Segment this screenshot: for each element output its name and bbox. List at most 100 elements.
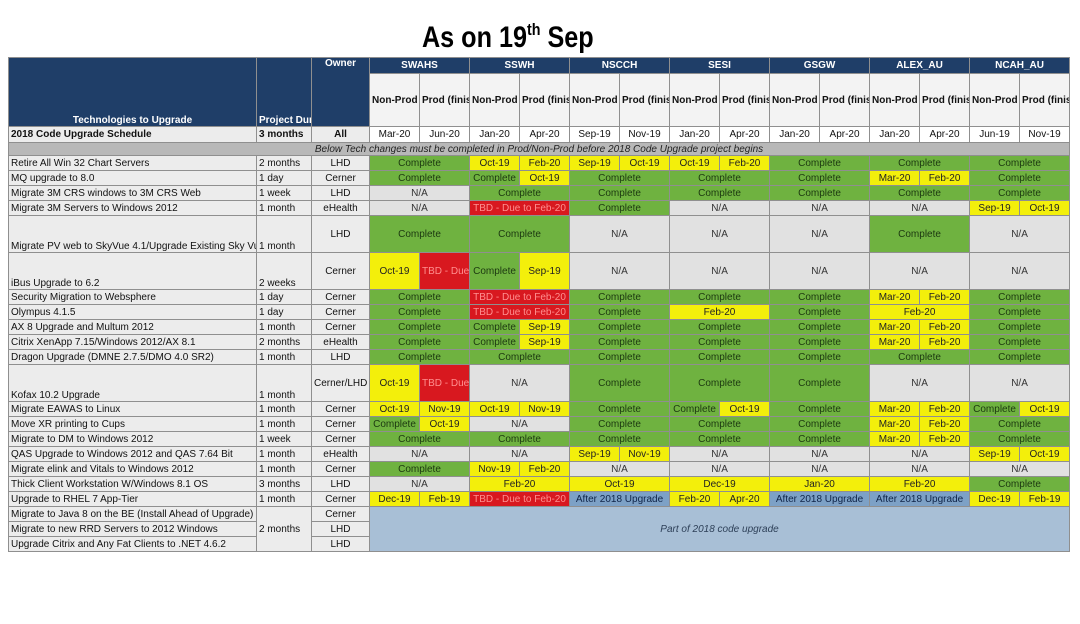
status-after-upgrade: After 2018 Upgrade — [769, 491, 871, 507]
status-na: N/A — [869, 252, 971, 290]
table-row: Olympus 4.1.5 1 day Cerner Complete TBD - Du… — [8, 304, 1071, 320]
status-date: Dec-19 — [369, 491, 420, 507]
schedule-row: 2018 Code Upgrade Schedule 3 months All … — [8, 126, 1071, 143]
technology-name: Migrate elink and Vitals to Windows 2012 — [8, 461, 257, 477]
status-complete: Complete — [369, 416, 420, 432]
status-date: Feb-20 — [919, 334, 971, 350]
owner: eHealth — [311, 446, 370, 462]
banner-note: Below Tech changes must be completed in … — [7, 142, 1071, 156]
status-na: N/A — [769, 215, 871, 253]
banner-row: Below Tech changes must be completed in … — [7, 142, 1071, 156]
table-row: iBus Upgrade to 6.2 2 weeks Cerner Oct-19 TB… — [8, 252, 1071, 290]
status-overdue: TBD - Due to Feb-20 — [469, 289, 571, 305]
status-complete: Complete — [769, 289, 871, 305]
owner: Cerner — [311, 319, 370, 335]
status-date: Mar-20 — [869, 319, 921, 335]
status-date: Feb-19 — [1019, 491, 1071, 507]
status-complete: Complete — [469, 170, 521, 186]
project-duration: 1 month — [256, 349, 312, 365]
technology-name: Migrate to new RRD Servers to 2012 Windo… — [8, 521, 257, 537]
status-complete: Complete — [569, 334, 671, 350]
owner: LHD — [311, 349, 370, 365]
status-complete: Complete — [569, 431, 671, 447]
status-date: Nov-19 — [519, 401, 571, 417]
table-row: MQ upgrade to 8.0 1 day Cerner Complete Comp… — [8, 170, 1071, 186]
schedule-duration: 3 months — [256, 126, 312, 143]
status-complete: Complete — [368, 319, 471, 335]
schedule-date: Sep-19 — [569, 126, 621, 143]
status-complete: Complete — [869, 349, 971, 365]
owner: Cerner — [311, 289, 370, 305]
status-overdue: TBD - Due to Feb-20 — [418, 364, 471, 402]
status-na: N/A — [769, 446, 871, 462]
header-prod-finish: Prod (finish) — [619, 73, 671, 127]
status-complete: Complete — [969, 170, 1071, 186]
table-row: AX 8 Upgrade and Multum 2012 1 month Cerne… — [8, 319, 1071, 335]
status-na: N/A — [869, 461, 971, 477]
schedule-date: Jun-19 — [969, 126, 1021, 143]
status-date: Feb-20 — [919, 170, 971, 186]
status-complete: Complete — [569, 349, 671, 365]
owner: Cerner — [311, 416, 370, 432]
status-complete: Complete — [869, 215, 971, 253]
status-complete: Complete — [669, 349, 771, 365]
owner: LHD — [311, 536, 370, 552]
owner: Cerner — [311, 506, 370, 522]
owner: Cerner — [311, 401, 370, 417]
table-row: Migrate 3M CRS windows to 3M CRS Web 1 we… — [8, 185, 1071, 201]
status-na: N/A — [569, 215, 671, 253]
status-na: N/A — [669, 215, 771, 253]
status-complete: Complete — [569, 200, 671, 216]
status-na: N/A — [869, 364, 971, 402]
status-date: Mar-20 — [869, 431, 921, 447]
header-nonprod-start: Non-Prod (start) — [669, 73, 721, 127]
status-complete: Complete — [469, 349, 571, 365]
status-complete: Complete — [569, 416, 671, 432]
status-complete: Complete — [769, 416, 871, 432]
owner: LHD — [311, 155, 370, 171]
status-complete: Complete — [669, 289, 771, 305]
header-site: NCAH_AU — [969, 57, 1071, 74]
technology-name: Dragon Upgrade (DMNE 2.7.5/DMO 4.0 SR2) — [8, 349, 257, 365]
technology-name: MQ upgrade to 8.0 — [8, 170, 257, 186]
status-date: Nov-19 — [469, 461, 521, 477]
status-complete: Complete — [569, 401, 671, 417]
status-date: Oct-19 — [369, 252, 420, 290]
technology-name: Migrate to Java 8 on the BE (Install Ahe… — [8, 506, 257, 522]
status-date: Mar-20 — [869, 416, 921, 432]
status-complete: Complete — [969, 349, 1071, 365]
table-row: Migrate 3M Servers to Windows 2012 1 mont… — [8, 200, 1071, 216]
header-site: ALEX_AU — [869, 57, 971, 74]
table-row: Thick Client Workstation W/Windows 8.1 O… — [8, 476, 1071, 492]
status-complete: Complete — [969, 304, 1071, 320]
status-complete: Complete — [368, 289, 471, 305]
status-complete: Complete — [769, 304, 871, 320]
header-site: GSGW — [769, 57, 871, 74]
header-prod-finish: Prod (finish) — [919, 73, 971, 127]
project-duration: 2 months — [256, 155, 312, 171]
status-complete: Complete — [969, 476, 1071, 492]
owner: Cerner — [311, 461, 370, 477]
schedule-owner: All — [311, 126, 370, 143]
table-row: Migrate EAWAS to Linux 1 month Cerner Oct-1… — [8, 401, 1071, 417]
status-na: N/A — [569, 461, 671, 477]
status-complete: Complete — [669, 334, 771, 350]
status-overdue: TBD - Due to Feb-20 — [418, 252, 471, 290]
status-complete: Complete — [769, 319, 871, 335]
schedule-date: Nov-19 — [1019, 126, 1071, 143]
status-complete: Complete — [469, 252, 521, 290]
status-complete: Complete — [769, 185, 871, 201]
owner: LHD — [311, 215, 370, 253]
header-prod-finish: Prod (finish) — [418, 73, 471, 127]
status-complete: Complete — [368, 349, 471, 365]
header-nonprod-start: Non-Prod (start) — [469, 73, 521, 127]
owner: Cerner — [311, 304, 370, 320]
status-date: Oct-19 — [619, 155, 671, 171]
schedule-date: Jan-20 — [769, 126, 821, 143]
status-date: Sep-19 — [969, 446, 1021, 462]
status-date: Feb-20 — [669, 304, 771, 320]
status-complete: Complete — [969, 416, 1071, 432]
status-date: Nov-19 — [418, 401, 471, 417]
status-complete: Complete — [469, 319, 521, 335]
header-owner: Owner — [311, 57, 370, 127]
